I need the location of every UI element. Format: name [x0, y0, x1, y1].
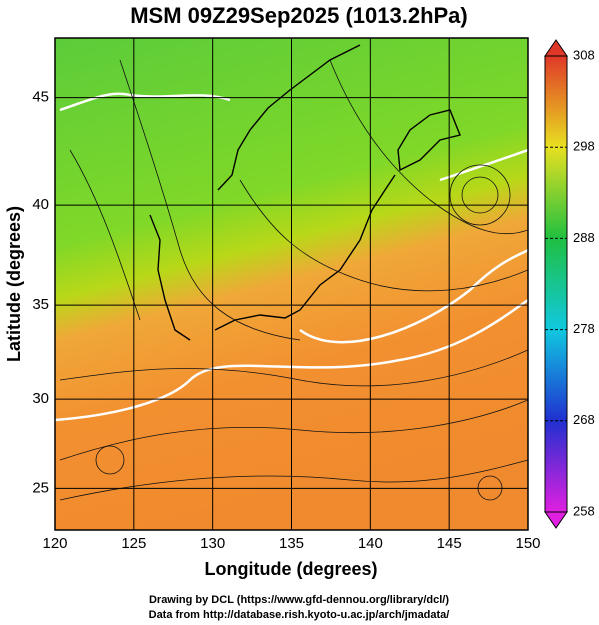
- chart-title: MSM 09Z29Sep2025 (1013.2hPa): [130, 3, 468, 28]
- streamline: [95, 445, 125, 475]
- x-tick-label: 130: [200, 535, 225, 552]
- streamline: [119, 59, 301, 341]
- isotherm: [59, 92, 231, 112]
- coastline: [397, 109, 461, 172]
- streamline: [69, 149, 141, 321]
- streamline: [461, 176, 499, 214]
- streamline: [59, 349, 528, 387]
- x-tick-label: 145: [437, 535, 462, 552]
- x-tick-label: 125: [121, 535, 146, 552]
- colorbar-tick-label: 288: [573, 230, 595, 245]
- colorbar-min-arrow: [544, 511, 568, 529]
- streamline: [449, 164, 511, 226]
- x-tick-label: 150: [515, 535, 540, 552]
- footer-line: Data from http://database.rish.kyoto-u.a…: [149, 609, 450, 621]
- colorbar-max-arrow: [544, 39, 568, 57]
- colorbar-tick-label: 278: [573, 321, 595, 336]
- streamline: [59, 459, 528, 501]
- isotherm: [55, 298, 528, 422]
- x-tick-label: 140: [358, 535, 383, 552]
- colorbar-tick-label: 258: [573, 503, 595, 518]
- colorbar-tick-label: 308: [573, 47, 595, 62]
- x-tick-label: 120: [42, 535, 67, 552]
- colorbar-tick-label: 268: [573, 412, 595, 427]
- y-tick-label: 35: [32, 296, 49, 313]
- streamline: [329, 59, 528, 235]
- x-tick-label: 135: [279, 535, 304, 552]
- y-tick-label: 40: [32, 196, 49, 213]
- x-axis-label: Longitude (degrees): [204, 559, 377, 579]
- y-tick-label: 25: [32, 479, 49, 496]
- coastline: [214, 174, 396, 331]
- y-tick-label: 30: [32, 390, 49, 407]
- coastline: [149, 214, 191, 341]
- y-tick-label: 45: [32, 89, 49, 106]
- footer-line: Drawing by DCL (https://www.gfd-dennou.o…: [149, 594, 449, 606]
- y-axis-label: Latitude (degrees): [4, 206, 24, 362]
- colorbar-tick-label: 298: [573, 139, 595, 154]
- streamline: [239, 179, 528, 292]
- coastline: [217, 44, 361, 191]
- colorbar: [544, 55, 568, 513]
- streamline: [59, 399, 528, 461]
